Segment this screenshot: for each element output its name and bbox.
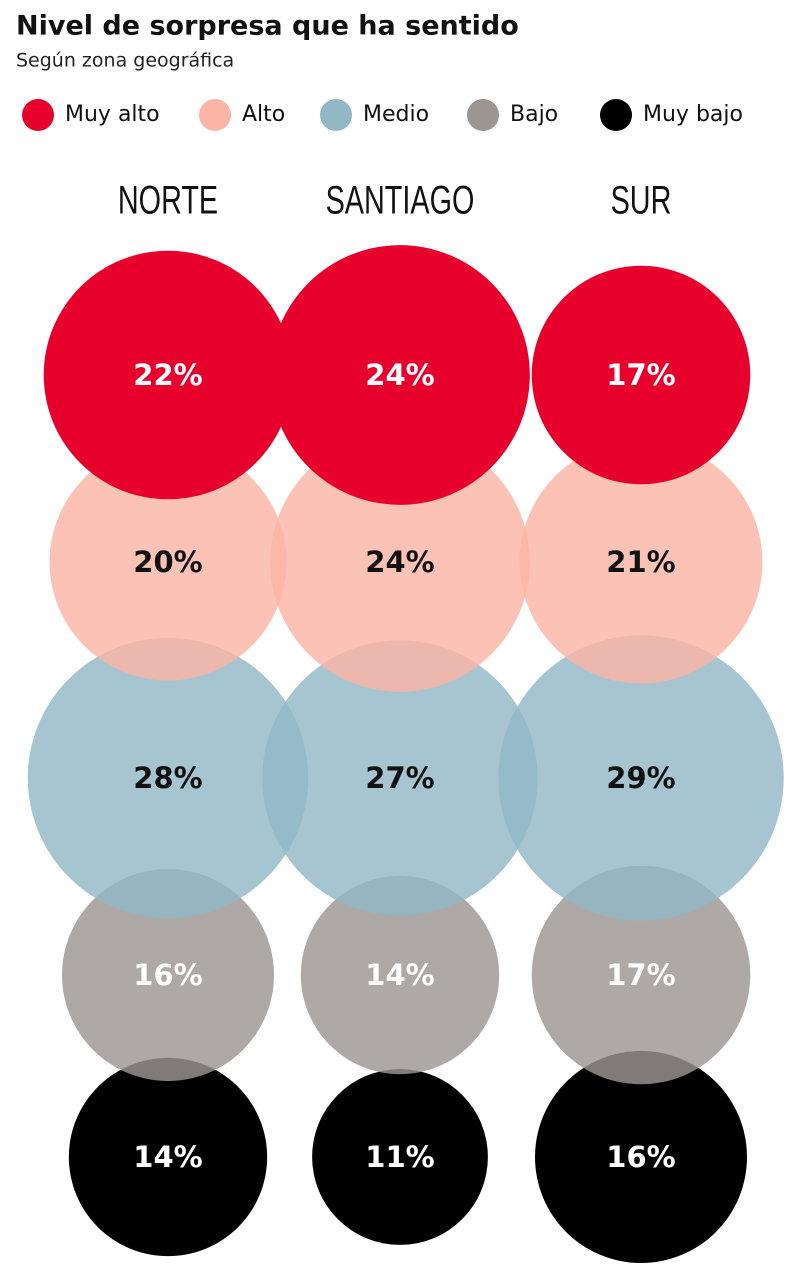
legend-label: Muy alto [65,102,160,127]
bubble [68,1057,268,1257]
bubble [519,440,763,684]
value-label: 22% [133,358,202,392]
bubble [531,265,751,485]
value-label: 14% [365,958,434,992]
value-label: 29% [606,761,675,795]
value-label: 11% [365,1140,434,1174]
value-label: 17% [606,958,675,992]
bubble [43,250,293,500]
bubble [27,637,309,919]
legend-label: Alto [242,102,285,127]
value-label: 27% [365,761,434,795]
bubble [62,869,274,1081]
legend-label: Medio [363,102,429,127]
bubbles [27,245,784,1263]
value-label: 28% [133,761,202,795]
value-label: 24% [365,545,434,579]
legend-swatch [467,99,499,131]
legend-swatch [199,99,231,131]
bubble [300,875,500,1075]
value-label: 17% [606,358,675,392]
bubble [498,635,784,921]
legend-swatch [22,99,54,131]
column-header: NORTE [118,178,218,223]
bubble [262,640,538,916]
labels: 14% 11% 16% 16% 14% 17% 28% 27% 29% 20% 24% 21% 22% 2… [133,358,675,1174]
bubble [49,443,287,681]
bubble [535,1051,747,1263]
bubble [270,432,530,692]
value-label: 16% [133,958,202,992]
column-header: SUR [611,178,672,223]
legend-label: Muy bajo [643,102,743,127]
value-label: 16% [606,1140,675,1174]
chart-subtitle: Según zona geográfica [16,50,234,72]
value-label: 14% [133,1140,202,1174]
value-label: 20% [133,545,202,579]
column-header: SANTIAGO [326,178,475,223]
bubble [312,1069,488,1245]
bubble [270,245,530,505]
value-label: 24% [365,358,434,392]
bubble [531,865,751,1085]
legend-swatch [600,99,632,131]
legend-label: Bajo [510,102,558,127]
legend-swatch [320,99,352,131]
chart-title: Nivel de sorpresa que ha sentido [16,11,519,42]
value-label: 21% [606,545,675,579]
